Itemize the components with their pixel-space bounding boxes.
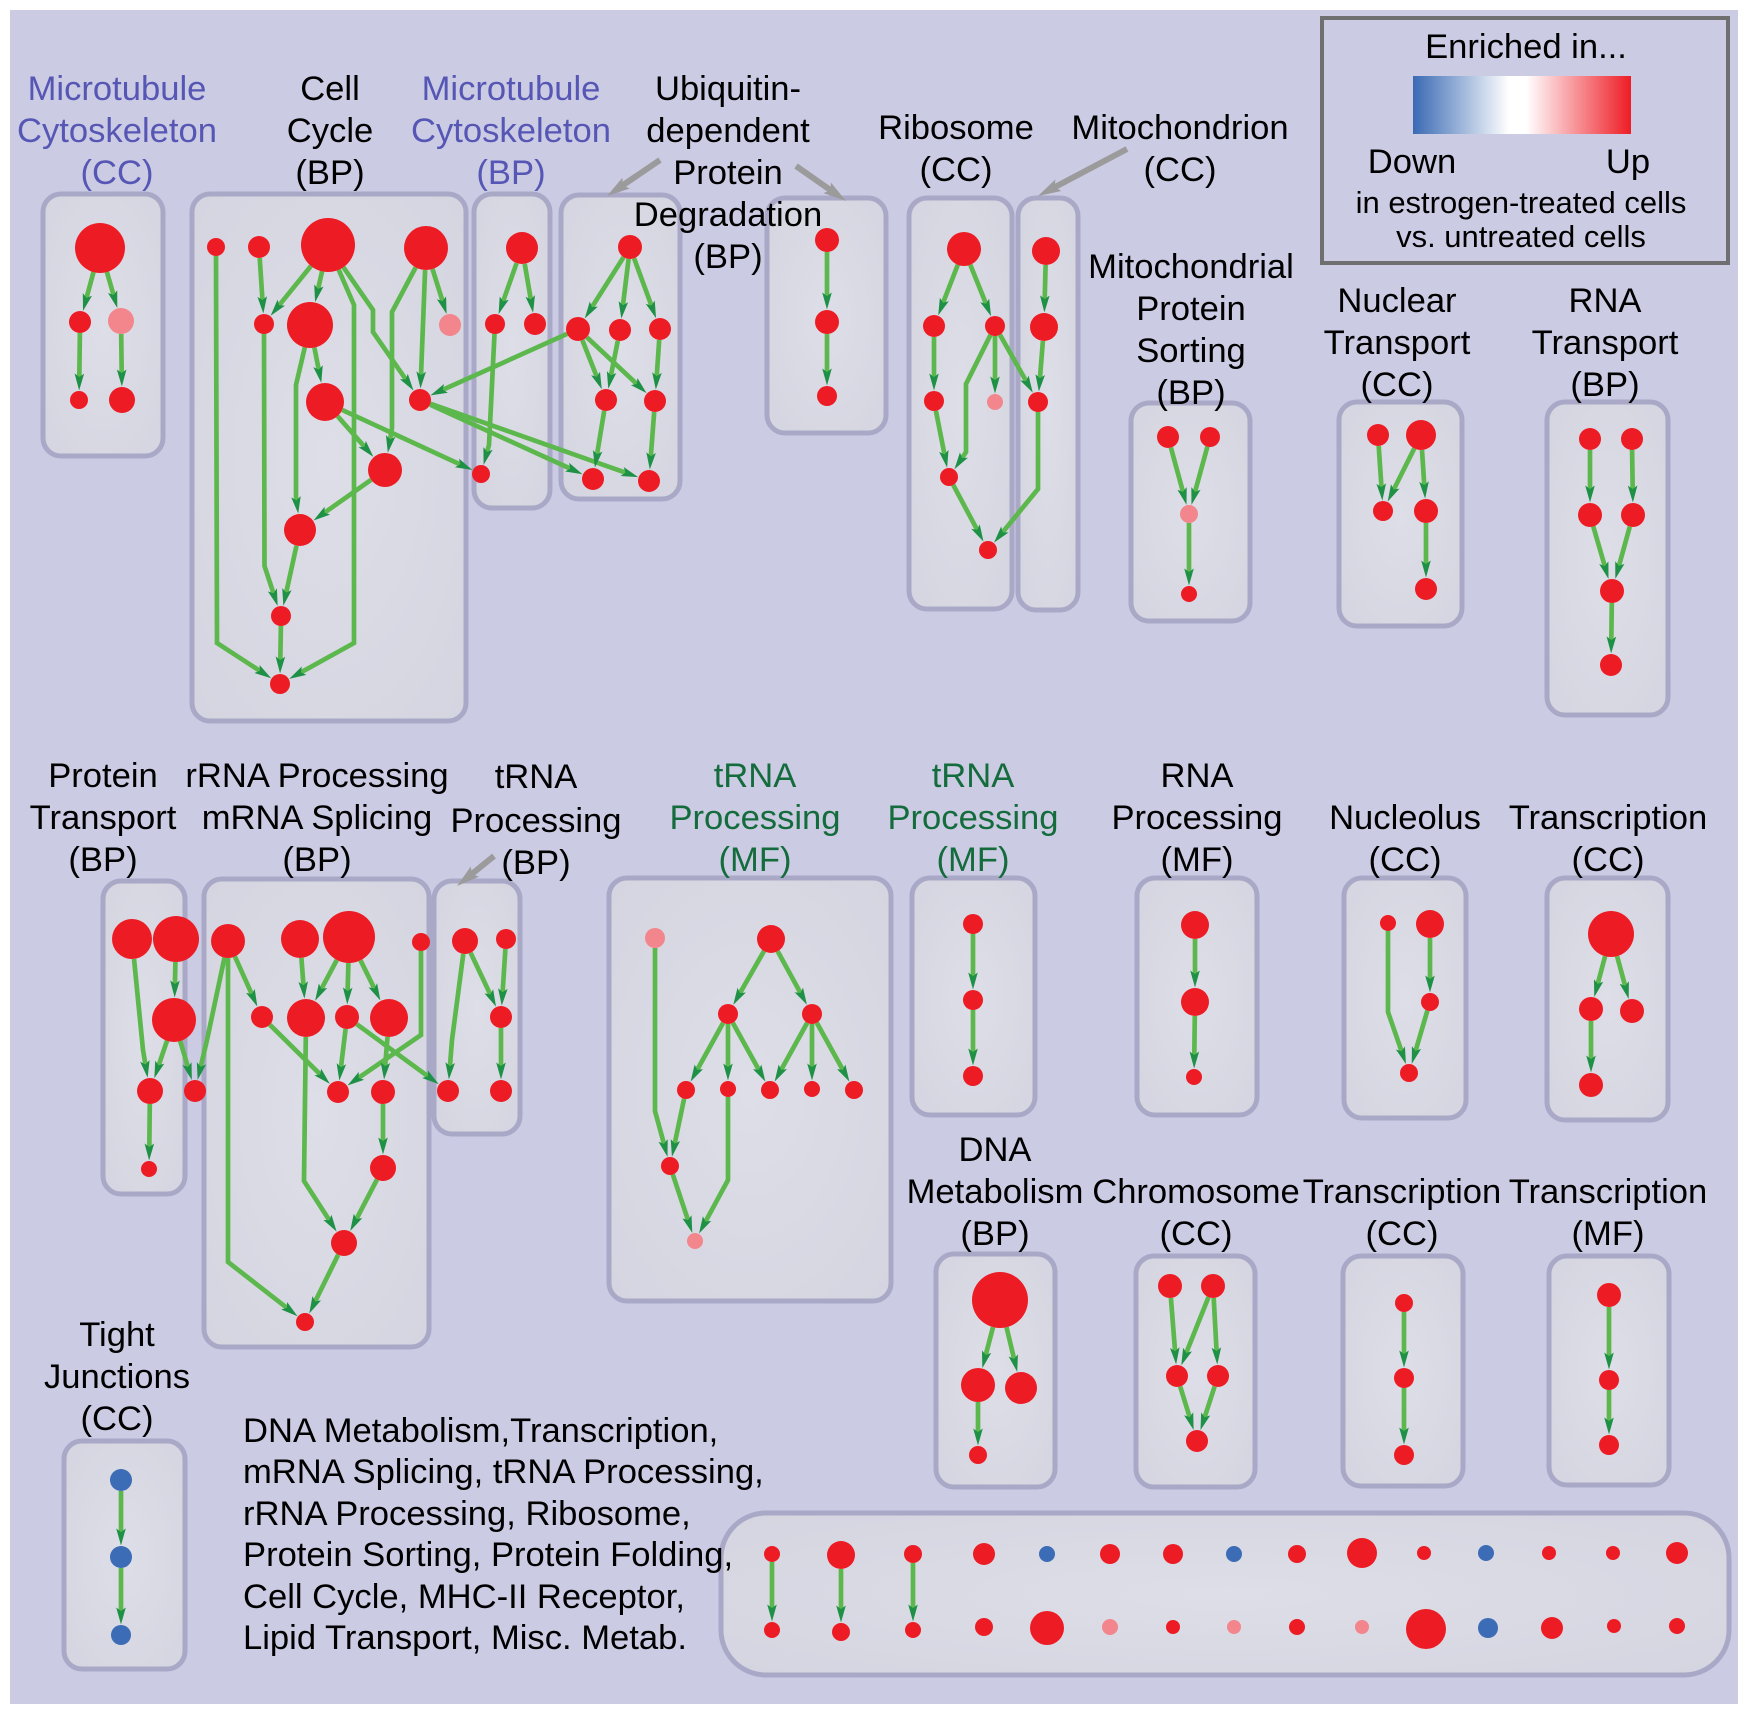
svg-text:(BP): (BP) [1156, 374, 1225, 412]
svg-text:Processing: Processing [887, 799, 1058, 837]
svg-text:DNA: DNA [958, 1131, 1031, 1169]
svg-text:(MF): (MF) [1161, 841, 1234, 879]
svg-text:(CC): (CC) [920, 151, 993, 189]
svg-text:rRNA Processing: rRNA Processing [185, 757, 448, 795]
svg-text:Metabolism: Metabolism [907, 1173, 1084, 1211]
svg-text:tRNA: tRNA [714, 757, 797, 795]
svg-text:(BP): (BP) [295, 154, 364, 192]
svg-text:tRNA: tRNA [932, 757, 1015, 795]
svg-text:Mitochondrial: Mitochondrial [1088, 248, 1294, 286]
svg-text:(BP): (BP) [501, 844, 570, 882]
svg-text:(CC): (CC) [81, 154, 154, 192]
svg-text:in estrogen-treated cells: in estrogen-treated cells [1356, 185, 1687, 220]
svg-text:(BP): (BP) [282, 841, 351, 879]
svg-text:Cell Cycle, MHC-II Receptor,: Cell Cycle, MHC-II Receptor, [243, 1578, 685, 1616]
svg-text:Lipid Transport, Misc. Metab.: Lipid Transport, Misc. Metab. [243, 1619, 687, 1657]
svg-text:Tight: Tight [79, 1316, 155, 1354]
svg-text:Protein: Protein [673, 154, 783, 192]
svg-text:Processing: Processing [450, 802, 621, 840]
svg-text:mRNA Splicing, tRNA Processing: mRNA Splicing, tRNA Processing, [243, 1453, 764, 1491]
svg-text:mRNA Splicing: mRNA Splicing [202, 799, 433, 837]
svg-text:Processing: Processing [669, 799, 840, 837]
svg-text:Cycle: Cycle [287, 112, 373, 150]
svg-text:(MF): (MF) [1572, 1215, 1645, 1253]
svg-text:(BP): (BP) [476, 154, 545, 192]
svg-text:dependent: dependent [646, 112, 810, 150]
svg-text:(CC): (CC) [1144, 151, 1217, 189]
svg-text:(BP): (BP) [1570, 366, 1639, 404]
svg-text:Cell: Cell [300, 70, 360, 108]
svg-text:Protein: Protein [1136, 290, 1246, 328]
svg-text:Down: Down [1368, 143, 1456, 181]
svg-text:Transport: Transport [1324, 324, 1471, 362]
svg-text:Enriched in...: Enriched in... [1425, 28, 1627, 66]
svg-text:Cytoskeleton: Cytoskeleton [17, 112, 217, 150]
svg-text:RNA: RNA [1568, 282, 1641, 320]
svg-text:vs. untreated cells: vs. untreated cells [1396, 219, 1646, 254]
svg-text:(BP): (BP) [68, 841, 137, 879]
svg-text:Nuclear: Nuclear [1337, 282, 1456, 320]
svg-text:Up: Up [1606, 143, 1650, 181]
svg-text:Transcription: Transcription [1303, 1173, 1502, 1211]
svg-text:Junctions: Junctions [44, 1358, 190, 1396]
svg-text:Ribosome: Ribosome [878, 109, 1034, 147]
svg-text:Chromosome: Chromosome [1092, 1173, 1300, 1211]
svg-text:Transcription: Transcription [1509, 1173, 1708, 1211]
svg-text:Microtubule: Microtubule [28, 70, 207, 108]
svg-text:Protein Sorting, Protein Foldi: Protein Sorting, Protein Folding, [243, 1536, 733, 1574]
svg-text:(CC): (CC) [1572, 841, 1645, 879]
svg-text:Transcription: Transcription [1509, 799, 1708, 837]
svg-text:Degradation: Degradation [634, 196, 822, 234]
svg-text:Mitochondrion: Mitochondrion [1071, 109, 1288, 147]
svg-text:tRNA: tRNA [495, 758, 578, 796]
svg-text:Nucleolus: Nucleolus [1329, 799, 1481, 837]
svg-text:rRNA Processing, Ribosome,: rRNA Processing, Ribosome, [243, 1495, 691, 1533]
svg-text:Transport: Transport [30, 799, 177, 837]
svg-text:Protein: Protein [48, 757, 158, 795]
svg-text:Sorting: Sorting [1136, 332, 1246, 370]
svg-text:Processing: Processing [1111, 799, 1282, 837]
svg-text:(CC): (CC) [1366, 1215, 1439, 1253]
svg-text:(CC): (CC) [81, 1400, 154, 1438]
svg-text:Microtubule: Microtubule [422, 70, 601, 108]
svg-text:Ubiquitin-: Ubiquitin- [655, 70, 801, 108]
svg-text:(BP): (BP) [960, 1215, 1029, 1253]
svg-text:(CC): (CC) [1369, 841, 1442, 879]
svg-text:DNA Metabolism,Transcription,: DNA Metabolism,Transcription, [243, 1412, 718, 1450]
svg-text:(MF): (MF) [719, 841, 792, 879]
svg-text:(CC): (CC) [1160, 1215, 1233, 1253]
svg-text:Transport: Transport [1532, 324, 1679, 362]
svg-text:(CC): (CC) [1361, 366, 1434, 404]
svg-text:RNA: RNA [1160, 757, 1233, 795]
svg-text:Cytoskeleton: Cytoskeleton [411, 112, 611, 150]
svg-text:(BP): (BP) [693, 238, 762, 276]
svg-text:(MF): (MF) [937, 841, 1010, 879]
